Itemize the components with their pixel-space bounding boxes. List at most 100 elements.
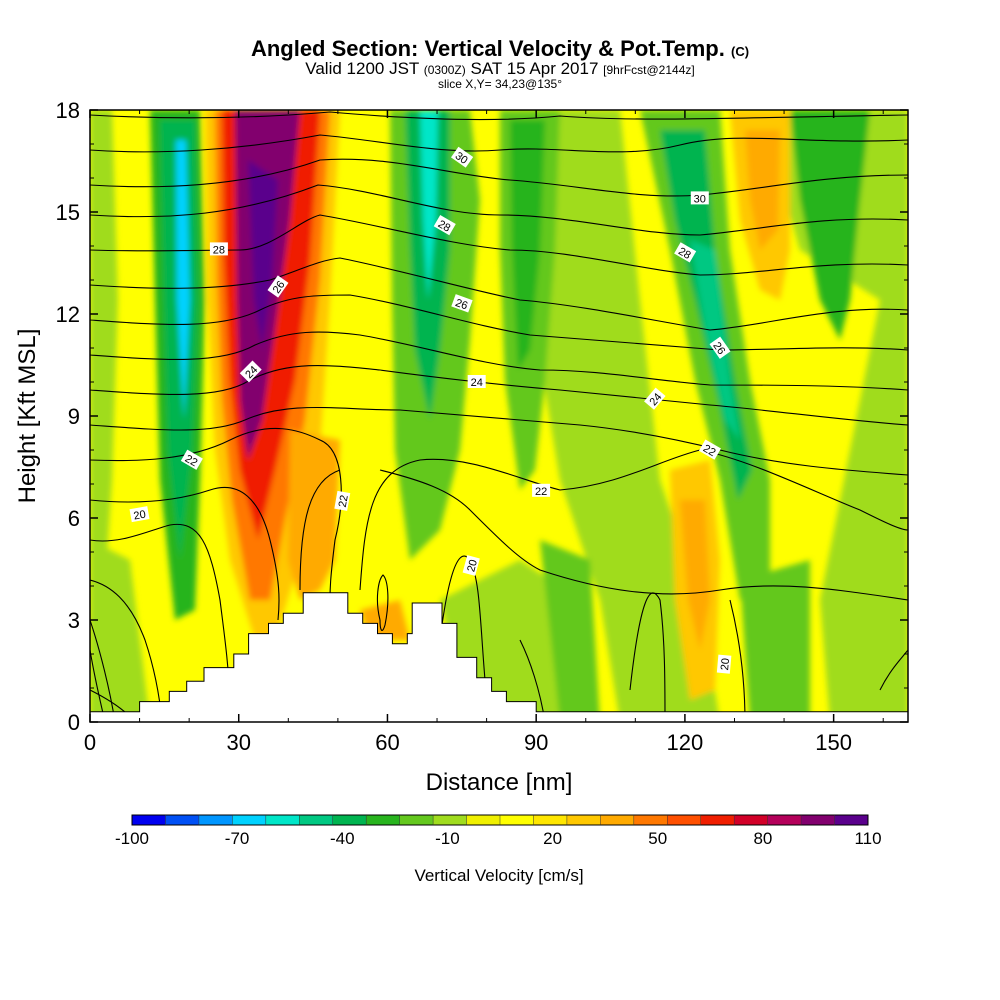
theta-label-text: 28 (676, 245, 693, 262)
colorbar-swatch (533, 815, 568, 825)
theta-label-bg (239, 360, 262, 383)
theta-contour-22 (90, 427, 908, 601)
theta-label-bg (209, 242, 228, 256)
x-tick-label: 150 (815, 730, 852, 755)
theta-contour-25 (90, 331, 908, 391)
y-tick-label: 18 (56, 98, 80, 123)
theta-label-text: 20 (465, 558, 480, 573)
theta-label-bg (450, 146, 474, 168)
theta-label: 20 (462, 555, 480, 576)
theta-label-bg (644, 387, 666, 410)
y-tick-label: 12 (56, 302, 80, 327)
theta-label-bg (451, 294, 473, 313)
vv-updraft-lower-right-core (680, 500, 710, 650)
x-tick-label: 30 (226, 730, 250, 755)
theta-label: 22 (698, 439, 721, 460)
colorbar-swatch (600, 815, 635, 825)
vv-region-low-green (540, 540, 600, 722)
chart-subtitle: Valid 1200 JST (0300Z) SAT 15 Apr 2017 [… (0, 59, 1000, 79)
colorbar-swatch (500, 815, 534, 825)
theta-contour-32 (90, 134, 908, 153)
theta-label: 20 (129, 506, 150, 523)
copyright-mark: (C) (731, 44, 750, 59)
theta-contour-30 (90, 158, 908, 197)
theta-label-text: 22 (535, 486, 547, 498)
theta-contour-23 (90, 406, 908, 476)
colorbar-swatch (165, 815, 200, 825)
theta-label-bg (698, 439, 721, 460)
theta-label-text: 20 (719, 658, 732, 671)
theta-label-text: 30 (694, 193, 706, 205)
x-tick-label: 90 (524, 730, 548, 755)
colorbar-swatch (734, 815, 769, 825)
colorbar-swatch (332, 815, 367, 825)
y-axis-title: Height [Kft MSL] (14, 329, 41, 504)
theta-contour-21 (90, 469, 908, 621)
vv-updraft-main-peak (248, 160, 278, 350)
x-tick-label: 60 (375, 730, 399, 755)
colorbar-swatch (232, 815, 267, 825)
x-axis-title: Distance [nm] (426, 769, 573, 796)
vv-region-right (760, 110, 908, 722)
theta-label: 26 (709, 336, 731, 359)
theta-label-text: 26 (271, 279, 288, 296)
vv-downdraft-2-inner (420, 110, 438, 300)
colorbar-label: 20 (543, 829, 562, 848)
theta-label-bg (334, 490, 351, 511)
y-tick-label: 6 (68, 506, 80, 531)
theta-label-bg (716, 654, 732, 674)
colorbar-swatch (667, 815, 702, 825)
colorbar-label: 110 (854, 829, 881, 848)
slice-info: slice X,Y= 34,23@135° (437, 77, 563, 91)
velocity-field (90, 110, 908, 722)
theta-label-bg (267, 275, 289, 298)
theta-contours (90, 111, 908, 722)
colorbar-swatch (700, 815, 735, 825)
theta-label: 20 (716, 654, 732, 674)
theta-label-bg (532, 483, 551, 497)
theta-label: 22 (532, 483, 551, 498)
vv-downdraft-1-inner (176, 140, 190, 420)
colorbar-label: -70 (225, 829, 250, 848)
y-tick-label: 9 (68, 404, 80, 429)
theta-label-text: 22 (701, 443, 718, 460)
chart-title: Angled Section: Vertical Velocity & Pot.… (0, 36, 1000, 62)
colorbar-swatch (265, 815, 300, 825)
theta-label-text: 24 (471, 377, 483, 389)
vv-region-low-green-2 (740, 560, 810, 722)
theta-label: 22 (180, 449, 203, 470)
theta-label-bg (462, 555, 480, 576)
y-tick-label: 0 (68, 710, 80, 735)
colorbar-label: 80 (753, 829, 772, 848)
vv-downdraft-far-right (790, 110, 870, 340)
vv-updraft-upper-right-core (745, 130, 780, 250)
theta-label-bg (180, 449, 203, 470)
colorbar-label: -10 (435, 829, 460, 848)
colorbar-swatch (132, 815, 166, 825)
x-axis: 0 30 60 90 120 150 (84, 110, 884, 755)
theta-label: 26 (451, 294, 473, 313)
y-tick-label: 3 (68, 608, 80, 633)
y-tick-label: 15 (56, 200, 80, 225)
theta-label: 26 (267, 275, 289, 298)
theta-label-text: 30 (453, 150, 470, 167)
theta-label-bg (129, 506, 150, 523)
forecast-info: [9hrFcst@2144z] (603, 63, 695, 77)
colorbar-label: 50 (648, 829, 667, 848)
theta-label: 24 (467, 375, 486, 389)
theta-contour-34 (90, 111, 908, 121)
colorbar-swatch (466, 815, 501, 825)
theta-contour-24 (90, 365, 908, 426)
theta-label-bg (709, 336, 731, 359)
theta-contour-19 (90, 574, 908, 722)
chart-title-text: Angled Section: Vertical Velocity & Pot.… (250, 36, 725, 61)
valid-time-utc: (0300Z) (423, 63, 466, 77)
colorbar-label: -100 (115, 829, 149, 848)
theta-label-bg (433, 215, 456, 236)
theta-label: 22 (334, 490, 351, 511)
vv-region-mid-band (510, 110, 720, 722)
theta-label-text: 26 (710, 340, 727, 357)
colorbar-swatch (366, 815, 401, 825)
